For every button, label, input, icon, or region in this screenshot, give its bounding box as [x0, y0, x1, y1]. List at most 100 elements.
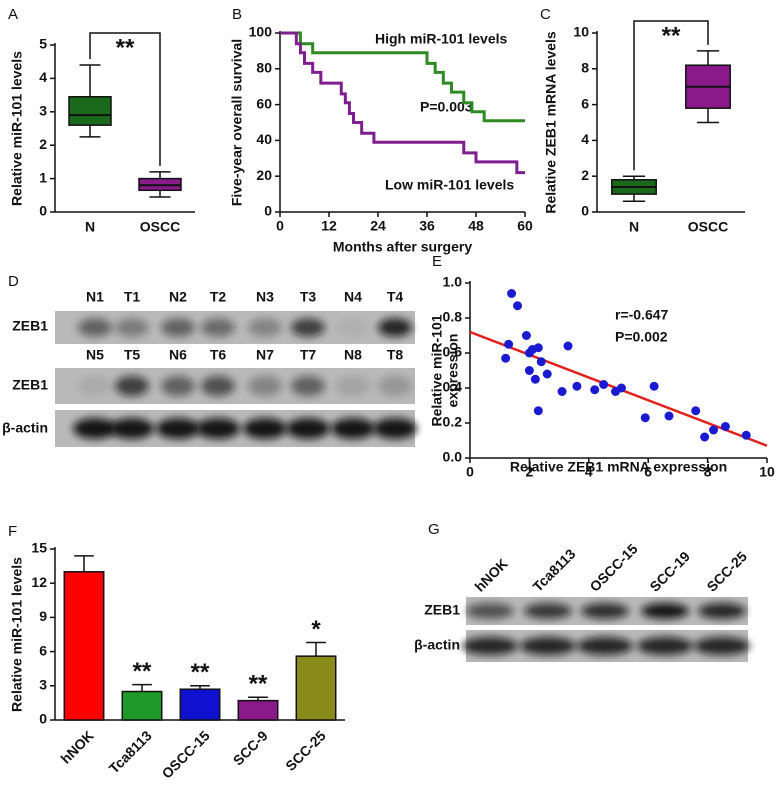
lane-label: T3 [300, 289, 317, 305]
series-label: Low miR-101 levels [385, 177, 514, 193]
x-tick-label: 12 [321, 218, 337, 234]
blot-band [286, 418, 330, 439]
y-tick-label: 6 [581, 95, 589, 111]
y-tick-label: 1 [39, 169, 47, 185]
blot-band [201, 375, 235, 397]
lane-label: N8 [344, 347, 362, 363]
panel-label: B [232, 6, 242, 23]
blot-band [110, 418, 154, 439]
blot-band [378, 375, 412, 397]
x-tick-label: 10 [759, 464, 775, 480]
survival-curve [280, 31, 525, 175]
y-tick-label: 0.2 [443, 414, 463, 430]
panel-label: D [8, 273, 19, 290]
point [521, 331, 531, 340]
blot-band [373, 418, 417, 439]
y-tick-label: 6 [39, 642, 47, 658]
y-tick-label: 0 [581, 203, 589, 219]
point [720, 422, 730, 431]
y-tick-label: 0 [39, 203, 47, 219]
y-tick-label: 8 [581, 60, 589, 76]
significance-bracket [89, 32, 161, 166]
annotation: r=-0.647 [615, 307, 669, 323]
row-label: ZEB1 [12, 377, 48, 393]
x-tick-label: 36 [419, 218, 435, 234]
panel-label: E [432, 253, 442, 270]
x-tick-label: N [629, 219, 639, 235]
blot-band [466, 603, 514, 619]
x-tick-label: 0 [466, 464, 474, 480]
y-tick-label: 0 [264, 203, 272, 219]
y-tick-label: 10 [573, 24, 589, 40]
blot-band [577, 637, 633, 655]
blot-band [520, 637, 576, 655]
y-tick-label: 80 [256, 60, 272, 76]
blot-band [201, 318, 235, 337]
y-tick-label: 3 [39, 677, 47, 693]
y-tick-label: 0.8 [443, 309, 463, 325]
bar [237, 699, 279, 721]
y-axis-label: Relative miR-101 [429, 314, 445, 426]
survival-curve [280, 31, 525, 123]
y-tick-label: 60 [256, 95, 272, 111]
y-tick-label: 9 [39, 608, 47, 624]
significance: ** [249, 671, 268, 698]
point [599, 380, 609, 389]
lane-label: N7 [256, 347, 274, 363]
y-tick-label: 0.6 [443, 344, 463, 360]
x-tick-label: 2 [526, 464, 534, 480]
series-label: High miR-101 levels [375, 31, 507, 47]
point [524, 366, 534, 375]
y-tick-label: 3 [39, 103, 47, 119]
y-tick-label: 12 [31, 574, 47, 590]
lane-label: T7 [300, 347, 317, 363]
y-tick-label: 0 [39, 711, 47, 727]
blot-band [78, 318, 112, 337]
blot-band [524, 603, 572, 619]
significance: ** [116, 34, 135, 61]
blot-band [581, 603, 629, 619]
significance: ** [191, 659, 210, 686]
point [709, 425, 719, 435]
row-label: ZEB1 [424, 602, 460, 618]
y-tick-label: 0.4 [443, 379, 463, 395]
point [572, 381, 582, 391]
lane-label: N2 [169, 289, 187, 305]
significance: ** [133, 658, 152, 685]
blot-band [462, 637, 518, 655]
y-axis-label: expression [445, 334, 461, 408]
point [530, 374, 540, 384]
point [533, 406, 543, 416]
y-tick-label: 1.0 [443, 274, 463, 290]
blot-band [331, 418, 375, 439]
blot-band [161, 375, 195, 397]
lane-label: N6 [169, 347, 187, 363]
blot-band [156, 418, 200, 439]
y-tick-label: 20 [256, 167, 272, 183]
y-tick-label: 2 [39, 136, 47, 152]
y-axis-label: Five-year overall survival [229, 39, 245, 206]
y-tick-label: 4 [39, 69, 47, 85]
lane-label: N5 [86, 347, 104, 363]
y-tick-label: 5 [39, 36, 47, 52]
box [68, 96, 112, 126]
x-tick-label: 6 [644, 464, 652, 480]
blot-band [291, 375, 325, 397]
point [664, 411, 674, 421]
blot-band [336, 375, 370, 397]
lane-label: T1 [124, 289, 141, 305]
lane-label: T5 [124, 347, 141, 363]
blot-band [248, 375, 282, 397]
y-tick-label: 0.0 [443, 449, 463, 465]
point [513, 301, 523, 311]
x-axis-label: Months after surgery [333, 239, 472, 255]
x-tick-label: N [85, 219, 95, 235]
point [649, 381, 659, 391]
blot-band [637, 637, 693, 655]
blot-band [336, 318, 370, 337]
panel-label: C [540, 6, 551, 23]
bar [63, 571, 105, 721]
blot-band [641, 603, 689, 619]
panel-label: G [428, 521, 440, 538]
